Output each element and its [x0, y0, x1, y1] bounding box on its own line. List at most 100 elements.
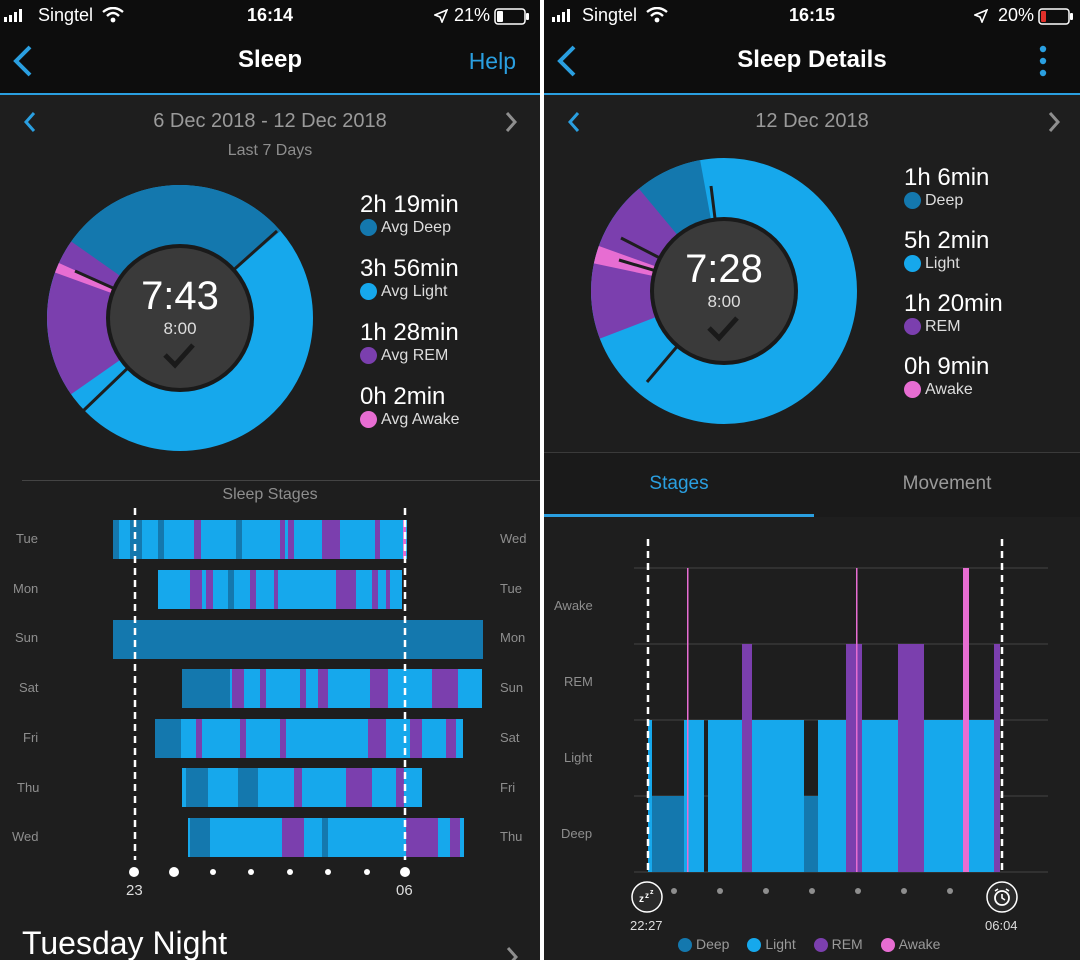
sleep-goal: 8:00 [163, 319, 197, 338]
next-range-chevron-icon[interactable] [503, 111, 519, 133]
legend-label: Light [765, 936, 796, 952]
sleep-start-time: 22:27 [630, 918, 663, 933]
axis-end-label: 06 [396, 882, 413, 899]
tab-stages[interactable]: Stages [649, 473, 709, 494]
sleep-stages-chart [113, 508, 483, 860]
stat-value: 0h 9min [904, 353, 990, 380]
timeline-axis [129, 867, 410, 877]
day-label-right: Thu [500, 829, 523, 844]
day-label-right: Mon [500, 630, 526, 645]
back-chevron-icon[interactable] [554, 44, 578, 78]
stat-deep: 1h 6min Deep [904, 164, 1003, 227]
battery-percent: 20% [997, 5, 1034, 25]
stage-bar-thu [182, 768, 422, 807]
stat-awake: 0h 2min Avg Awake [360, 383, 460, 447]
night-detail-chevron-icon[interactable] [505, 946, 519, 960]
stat-light: 5h 2min Light [904, 227, 1003, 290]
date-range: 6 Dec 2018 - 12 Dec 2018 [153, 110, 387, 132]
stat-label: Awake [925, 381, 973, 398]
wake-time: 06:04 [985, 918, 1018, 933]
clock: 16:14 [246, 5, 294, 25]
level-label: Awake [554, 598, 593, 613]
carrier-name: Singtel [38, 5, 94, 25]
stat-rem: 1h 28min Avg REM [360, 319, 460, 383]
day-label-right: Tue [500, 581, 522, 596]
stage-bar-tue [113, 520, 407, 559]
period-label: Last 7 Days [227, 142, 313, 159]
sleep-details-screen: Singtel 16:15 20% Sleep Details 12 Dec 2… [544, 0, 1080, 960]
battery-icon [494, 8, 529, 25]
rem-dot-icon [360, 347, 377, 365]
stat-awake: 0h 9min Awake [904, 353, 1003, 416]
day-label-left: Fri [23, 730, 39, 745]
night-title[interactable]: Tuesday Night [22, 925, 228, 960]
alarm-icon [986, 881, 1018, 913]
battery-percent: 21% [453, 5, 490, 25]
status-bar: Singtel 16:15 20% [544, 0, 1080, 32]
light-dot-icon [747, 938, 762, 953]
prev-day-chevron-icon[interactable] [566, 111, 582, 133]
day-label-left: Wed [12, 829, 39, 844]
sleep-start-icon: z z z [631, 881, 663, 913]
clock: 16:15 [788, 5, 836, 25]
day-label-right: Wed [500, 531, 527, 546]
stat-value: 1h 6min [904, 164, 990, 191]
nav-bar: Sleep Help [0, 32, 540, 95]
sleep-time: 7:43 [141, 274, 219, 318]
stat-value: 1h 20min [904, 290, 1003, 317]
level-label: REM [564, 674, 593, 689]
sleep-donut-chart [591, 158, 857, 424]
nav-bar: Sleep Details [544, 32, 1080, 95]
day-label-right: Fri [500, 780, 516, 795]
deep-dot-icon [678, 938, 692, 953]
more-options-icon[interactable] [1038, 45, 1048, 77]
help-button[interactable]: Help [468, 48, 516, 74]
status-bar: Singtel 16:14 21% [0, 0, 540, 32]
rem-dot-icon [813, 938, 828, 953]
day-label-right: Sat [500, 730, 520, 745]
tab-bar: Stages Movement [544, 452, 1080, 517]
stage-legend: Deep Light REM Awake [678, 936, 941, 953]
stat-rem: 1h 20min REM [904, 290, 1003, 353]
day-label-right: Sun [500, 680, 524, 695]
detail-date: 12 Dec 2018 [755, 110, 869, 132]
stat-value: 5h 2min [904, 227, 990, 254]
svg-text:z: z [650, 889, 654, 896]
stats-list: 2h 19min Avg Deep 3h 56min Avg Light 1h … [360, 191, 460, 447]
deep-dot-icon [360, 219, 377, 237]
prev-range-chevron-icon[interactable] [22, 111, 38, 133]
sleep-time: 7:28 [685, 247, 763, 291]
day-label-left: Sat [19, 680, 39, 695]
awake-dot-icon [880, 938, 895, 953]
stat-label: Avg Light [381, 283, 448, 300]
stat-value: 0h 2min [360, 383, 446, 410]
stat-value: 1h 28min [360, 319, 459, 346]
wifi-icon [646, 7, 668, 23]
stat-label: Avg Awake [381, 411, 460, 428]
next-day-chevron-icon[interactable] [1046, 111, 1062, 133]
legend-label: REM [831, 936, 863, 952]
stat-value: 2h 19min [360, 191, 459, 218]
stage-bar-fri [155, 719, 463, 758]
active-tab-indicator [544, 514, 814, 517]
page-title: Sleep Details [737, 46, 887, 73]
stat-label: REM [925, 318, 961, 335]
day-label-left: Thu [17, 780, 40, 795]
light-dot-icon [360, 283, 377, 301]
stat-deep: 2h 19min Avg Deep [360, 191, 460, 255]
stage-bar-sun [113, 620, 483, 659]
wifi-icon [102, 7, 124, 23]
tab-movement[interactable]: Movement [902, 473, 992, 494]
legend-label: Awake [898, 936, 941, 952]
stages-title: Sleep Stages [222, 486, 318, 503]
back-chevron-icon[interactable] [10, 44, 34, 78]
divider [22, 480, 540, 481]
day-label-left: Sun [15, 630, 39, 645]
stats-list: 1h 6min Deep 5h 2min Light 1h 20min REM … [904, 164, 1003, 416]
sleep-stage-hypnogram [634, 539, 1048, 873]
stat-label: Deep [925, 192, 964, 209]
stage-bar-sat [182, 669, 482, 708]
stage-bar-mon [158, 570, 402, 609]
deep-dot-icon [904, 192, 921, 210]
day-label-left: Mon [13, 581, 39, 596]
